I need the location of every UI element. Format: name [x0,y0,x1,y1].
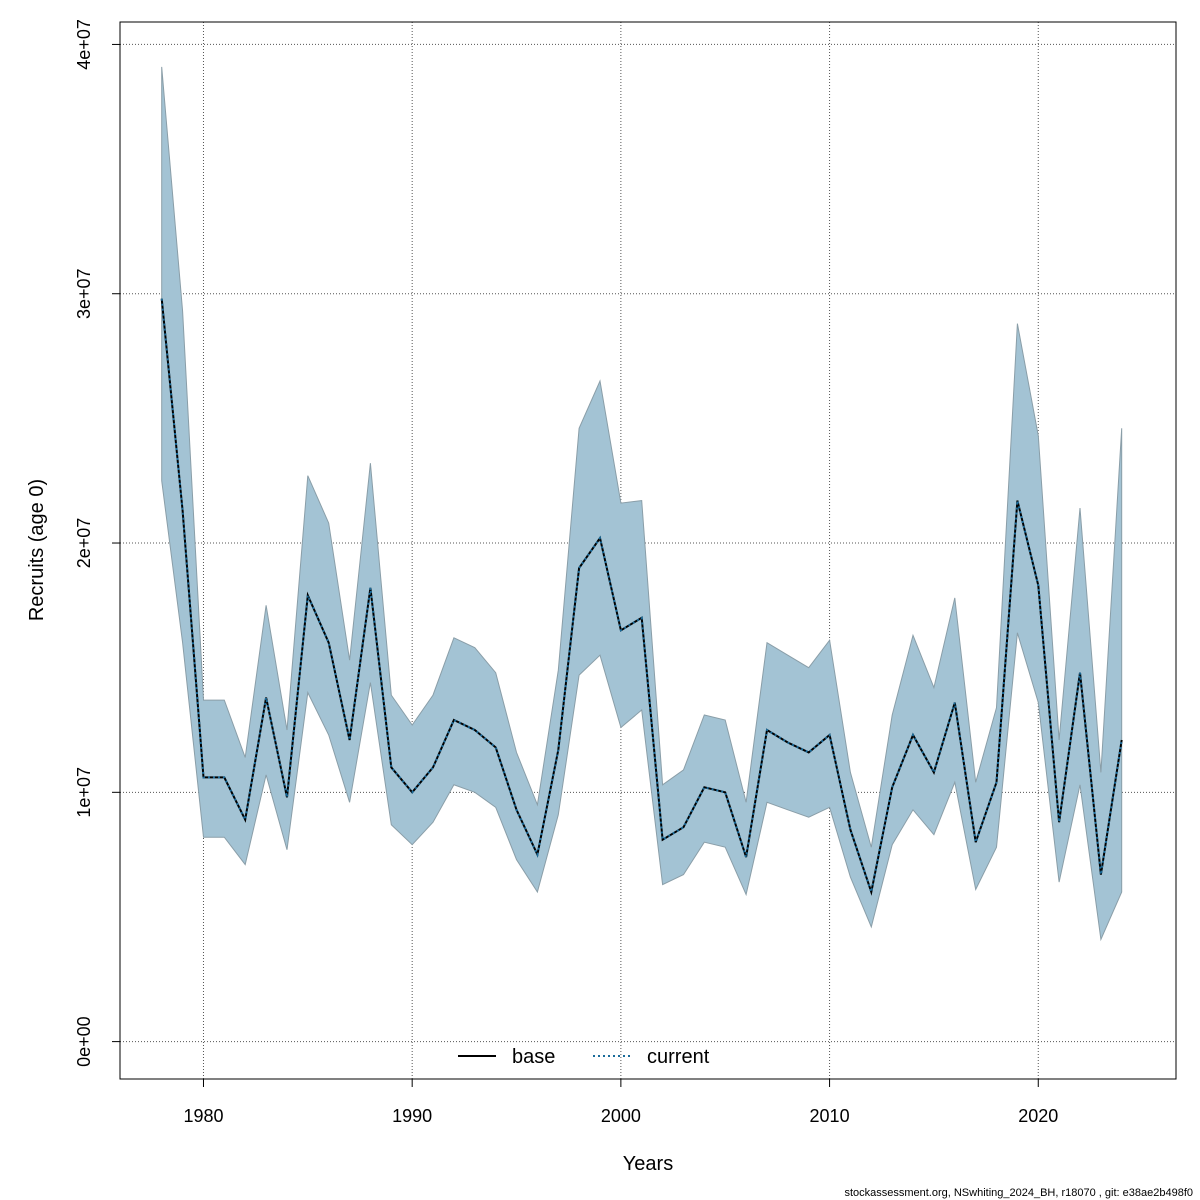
series-line-current [160,298,1123,896]
y-axis-title: Recruits (age 0) [26,479,48,621]
confidence-band-layer [161,66,1123,942]
confidence-band [161,66,1123,942]
y-tick-label-2: 2e+07 [74,518,94,569]
legend: base current [458,1046,710,1068]
x-tick-label-2020: 2020 [1018,1106,1058,1126]
series-lines-layer [160,298,1123,896]
legend-current-label: current [647,1046,710,1068]
x-tick-label-1980: 1980 [183,1106,223,1126]
y-tick-label-1: 1e+07 [74,767,94,818]
footnote: stockassessment.org, NSwhiting_2024_BH, … [844,1187,1193,1199]
x-axis-title: Years [623,1153,673,1175]
x-tick-label-2000: 2000 [601,1106,641,1126]
axes: 1980 1990 2000 2010 2020 0e+00 1e+07 2e+07 3e+07… [74,19,1058,1126]
y-tick-label-0: 0e+00 [74,1016,94,1067]
x-tick-label-1990: 1990 [392,1106,432,1126]
x-tick-label-2010: 2010 [810,1106,850,1126]
y-tick-label-4: 4e+07 [74,19,94,70]
legend-base-label: base [512,1046,555,1068]
y-tick-label-3: 3e+07 [74,268,94,319]
